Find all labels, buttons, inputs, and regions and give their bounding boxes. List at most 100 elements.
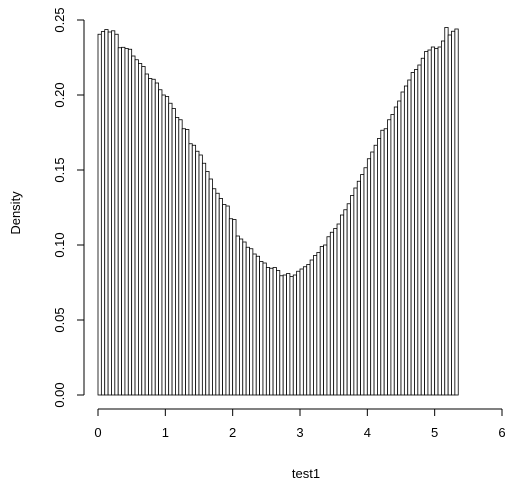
histogram-bar <box>164 96 170 396</box>
histogram-bar <box>440 40 446 396</box>
histogram-bar <box>430 46 436 396</box>
y-axis-label: Density <box>8 191 23 235</box>
histogram-bar <box>131 55 136 396</box>
histogram-bar <box>302 266 308 396</box>
histogram-bar <box>276 270 281 396</box>
histogram-bar <box>410 72 415 396</box>
y-tick-label: 0.20 <box>52 82 67 107</box>
y-tick-label: 0.15 <box>52 157 67 182</box>
histogram-bar <box>390 114 395 396</box>
x-tick-label: 5 <box>431 425 438 440</box>
histogram-bar <box>279 275 284 396</box>
histogram-bar <box>360 174 365 396</box>
x-tick-label: 4 <box>364 425 371 440</box>
histogram-bar <box>434 48 439 396</box>
y-tick-label: 0.25 <box>52 7 67 32</box>
histogram-bar <box>198 154 203 396</box>
histogram-bar <box>296 270 301 396</box>
x-tick-label: 1 <box>162 425 169 440</box>
histogram-bar <box>447 34 452 396</box>
histogram-bar <box>259 261 264 396</box>
histogram-bar <box>373 144 378 396</box>
histogram-bar <box>191 144 197 396</box>
histogram-bars <box>97 27 459 396</box>
histogram-bar <box>407 79 412 396</box>
histogram-bar <box>245 246 250 396</box>
histogram-bar <box>134 59 139 396</box>
histogram-bar <box>326 236 331 396</box>
histogram-bar <box>212 188 217 396</box>
histogram-bar <box>235 235 240 396</box>
x-tick-label: 0 <box>94 425 101 440</box>
histogram-bar <box>444 27 449 396</box>
histogram-bar <box>168 102 173 396</box>
histogram-bar <box>252 253 257 396</box>
histogram-bar <box>272 267 277 396</box>
histogram-bar <box>175 117 180 396</box>
histogram-bar <box>353 187 358 396</box>
histogram-bar <box>127 48 133 396</box>
histogram-bar <box>350 195 355 396</box>
histogram-bar <box>238 238 244 396</box>
histogram-bar <box>141 66 146 396</box>
histogram-bar <box>262 262 267 396</box>
histogram-bar <box>393 106 399 396</box>
histogram-bar <box>232 219 237 396</box>
histogram-bar <box>366 158 372 396</box>
histogram-bar <box>111 30 116 396</box>
histogram-bar <box>151 78 156 396</box>
histogram-bar <box>299 268 304 396</box>
histogram-bar <box>178 119 183 396</box>
histogram-bar <box>420 57 425 396</box>
histogram-bar <box>154 82 160 396</box>
histogram-bar <box>343 209 348 396</box>
histogram-bar <box>329 231 335 396</box>
histogram-bar <box>228 218 234 396</box>
x-axis-ticks: 0 1 2 3 4 5 6 <box>94 409 506 440</box>
histogram-bar <box>249 248 254 396</box>
x-axis-label: test1 <box>292 466 320 481</box>
histogram-bar <box>195 150 200 396</box>
histogram-bar <box>117 47 122 396</box>
histogram-bar <box>107 31 112 396</box>
histogram-bar <box>454 28 459 396</box>
histogram-bar <box>451 30 456 396</box>
histogram-bar <box>269 267 274 396</box>
histogram-bar <box>144 73 149 396</box>
histogram-bar <box>100 31 106 396</box>
histogram-bar <box>306 264 311 396</box>
histogram-bar <box>417 64 422 396</box>
x-tick-label: 6 <box>498 425 505 440</box>
histogram-bar <box>380 129 385 396</box>
histogram-bar <box>309 259 314 396</box>
histogram-bar <box>387 119 392 396</box>
histogram-bar <box>316 252 321 396</box>
histogram-bar <box>289 276 294 396</box>
histogram-bar <box>437 46 442 396</box>
histogram-bar <box>171 108 176 396</box>
x-tick-label: 3 <box>296 425 303 440</box>
histogram-bar <box>397 100 402 396</box>
histogram-bar <box>201 162 207 396</box>
y-tick-label: 0.10 <box>52 232 67 257</box>
histogram-bar <box>363 167 368 396</box>
histogram-bar <box>114 33 119 396</box>
histogram-bar <box>427 49 432 396</box>
histogram-bar <box>205 171 210 396</box>
histogram-bar <box>377 138 382 396</box>
histogram-bar <box>333 228 338 396</box>
histogram-bar <box>97 33 102 396</box>
histogram-bar <box>222 204 227 396</box>
histogram-bar <box>282 274 287 396</box>
y-tick-label: 0.05 <box>52 307 67 332</box>
histogram-bar <box>161 94 166 396</box>
histogram-bar <box>104 29 109 396</box>
y-tick-label: 0.00 <box>52 382 67 407</box>
x-tick-label: 2 <box>229 425 236 440</box>
histogram-bar <box>225 205 230 396</box>
histogram-bar <box>414 69 419 396</box>
histogram-bar <box>286 273 291 396</box>
histogram-bar <box>242 241 247 396</box>
histogram-bar <box>336 223 341 396</box>
